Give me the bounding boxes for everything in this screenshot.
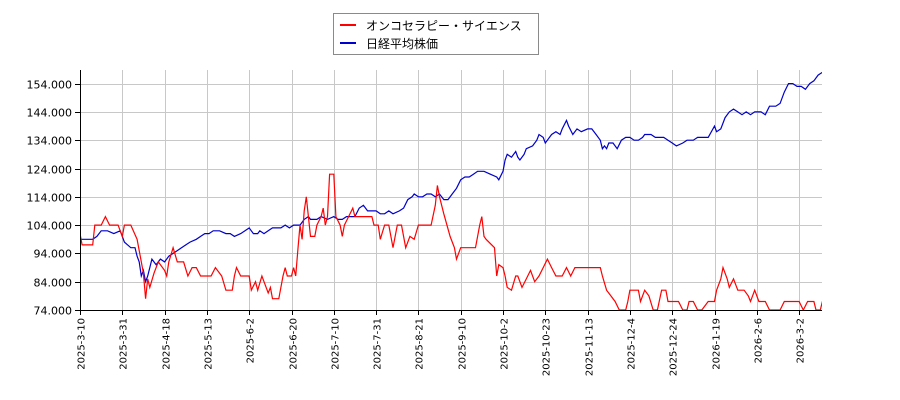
x-tick-label: 2025-8-21	[415, 318, 426, 370]
y-tick-label: 84.000	[34, 277, 73, 290]
x-tick-label: 2025-12-4	[627, 318, 638, 370]
x-tick-label: 2025-7-10	[331, 318, 342, 370]
x-tick-label: 2025-6-20	[289, 318, 300, 370]
x-tick-label: 2025-10-2	[500, 318, 511, 370]
y-tick-label: 154.000	[27, 79, 73, 92]
x-tick-label: 2025-10-23	[542, 318, 553, 376]
x-axis-ticks: 2025-3-10 2025-3-31 2025-4-18 2025-5-13 2025…	[77, 318, 807, 376]
x-tick-label: 2026-3-2	[796, 318, 807, 363]
y-tick-label: 74.000	[34, 305, 73, 318]
y-tick-label: 114.000	[27, 192, 73, 205]
legend-label: 日経平均株価	[366, 36, 439, 51]
x-tick-label: 2025-12-24	[669, 318, 680, 376]
x-tick-label: 2025-3-10	[77, 318, 88, 370]
axes	[75, 70, 822, 315]
legend-swatch-red	[340, 24, 356, 26]
series-line	[80, 71, 822, 284]
x-tick-label: 2026-1-19	[712, 318, 723, 370]
x-tick-label: 2025-4-18	[162, 318, 173, 370]
y-tick-label: 144.000	[27, 107, 73, 120]
legend-swatch-blue	[340, 42, 356, 44]
y-tick-label: 104.000	[27, 220, 73, 233]
y-axis-ticks: 74.000 84.000 94.000 104.000 114.000 124.000 1…	[27, 79, 73, 318]
x-tick-label: 2025-3-31	[119, 318, 130, 370]
grid-lines	[80, 70, 822, 310]
x-tick-label: 2025-11-13	[585, 318, 596, 376]
y-tick-label: 94.000	[34, 248, 73, 261]
legend-label: オンコセラピー・サイエンス	[366, 18, 522, 33]
y-tick-label: 124.000	[27, 164, 73, 177]
x-tick-label: 2026-2-6	[754, 318, 765, 363]
x-tick-label: 2025-7-31	[373, 318, 384, 370]
series-line	[80, 173, 822, 310]
legend-item-oncotherapy: オンコセラピー・サイエンス	[340, 17, 522, 33]
legend-item-nikkei: 日経平均株価	[340, 35, 438, 51]
chart-legend: オンコセラピー・サイエンス 日経平均株価	[333, 13, 539, 55]
chart-series	[80, 71, 822, 310]
x-tick-label: 2025-9-10	[458, 318, 469, 370]
y-tick-label: 134.000	[27, 135, 73, 148]
x-tick-label: 2025-6-2	[246, 318, 257, 363]
x-tick-label: 2025-5-13	[204, 318, 215, 370]
